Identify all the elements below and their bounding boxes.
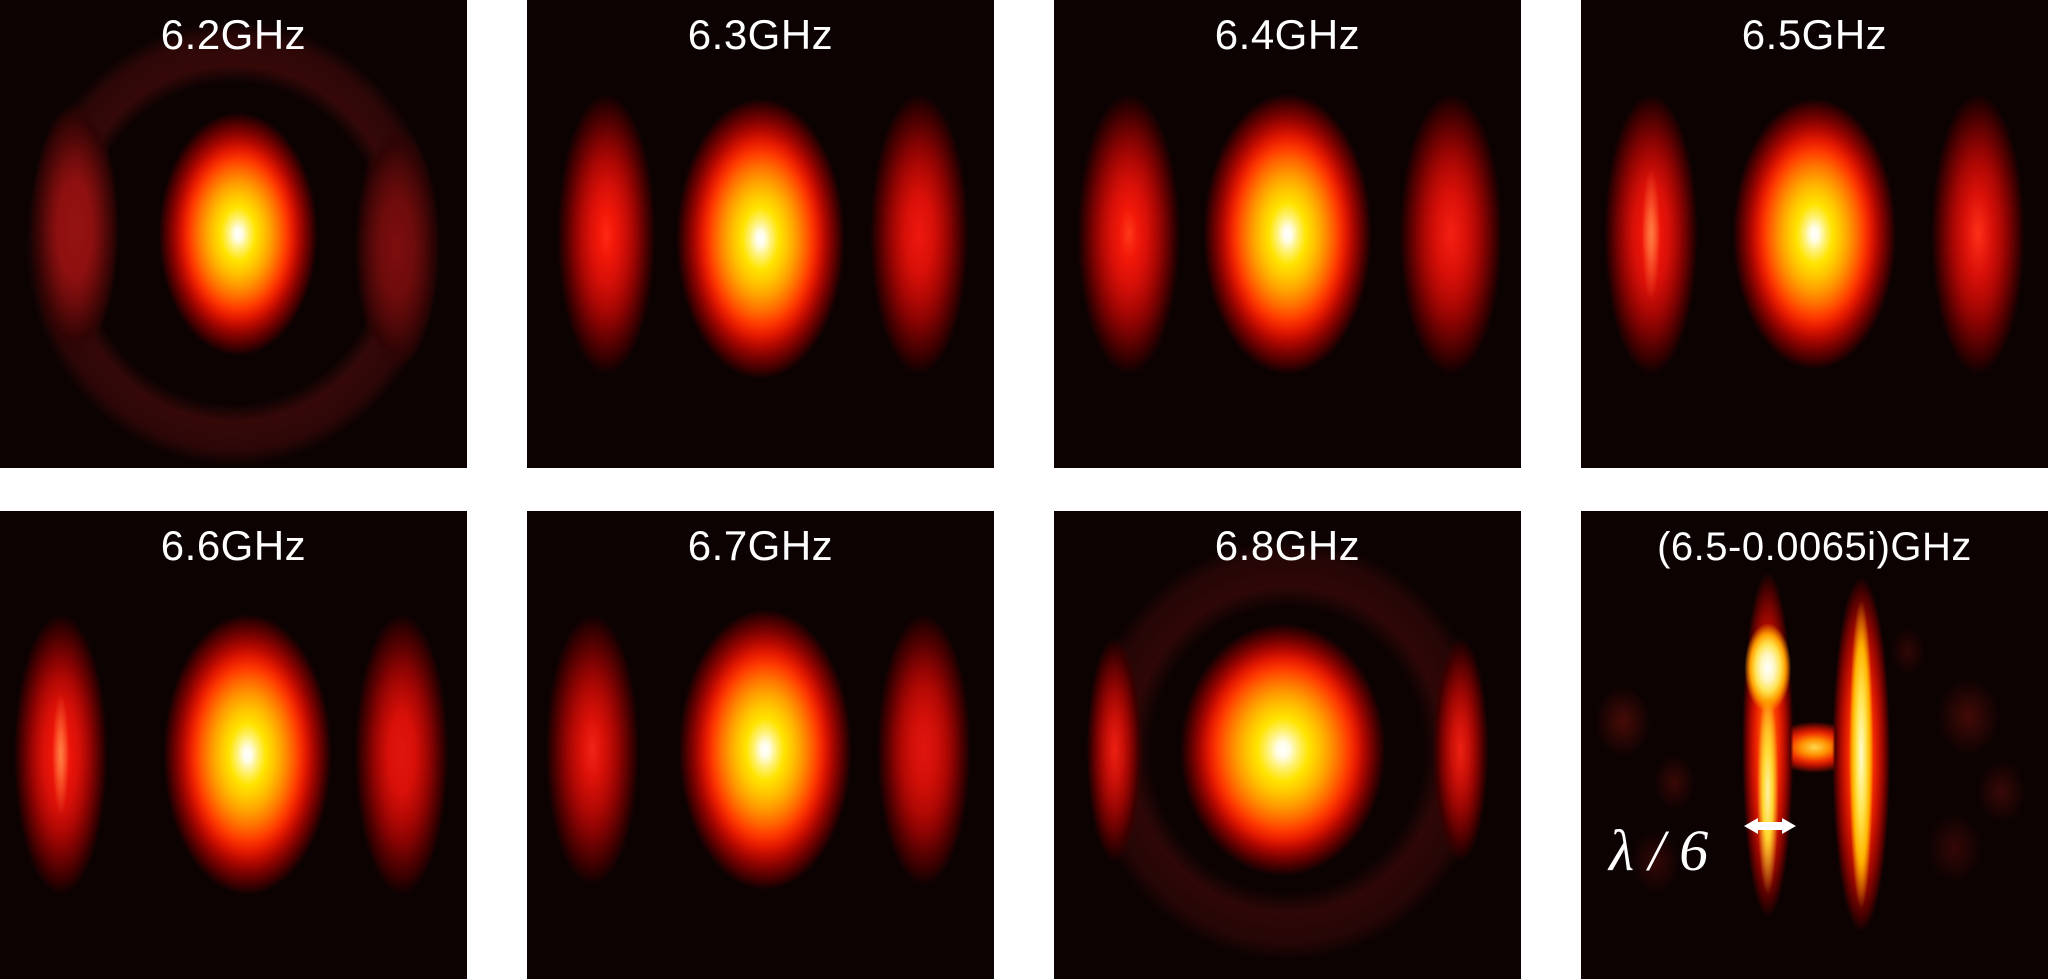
panel-frequency-label: 6.5GHz: [1741, 11, 1888, 58]
heatmap-panel-complex-frequency: (6.5-0.0065i)GHz λ / 6: [1581, 511, 2048, 979]
double-arrow-icon: [1743, 818, 1796, 835]
heatmap-field: [1581, 0, 2048, 468]
heatmap-panel-6-3ghz: 6.3GHz: [527, 0, 994, 468]
panel-frequency-label: 6.4GHz: [1214, 11, 1361, 58]
lambda-over-six-label: λ / 6: [1609, 818, 1709, 884]
panel-frequency-label: 6.8GHz: [1214, 522, 1361, 569]
heatmap-panel-6-6ghz: 6.6GHz: [0, 511, 467, 979]
heatmap-field: [527, 0, 994, 468]
panel-frequency-label: 6.7GHz: [687, 522, 834, 569]
heatmap-panel-6-7ghz: 6.7GHz: [527, 511, 994, 979]
heatmap-field-h-pattern: [1581, 511, 2048, 979]
heatmap-panel-6-2ghz: 6.2GHz: [0, 0, 467, 468]
heatmap-panel-6-8ghz: 6.8GHz: [1054, 511, 1521, 979]
heatmap-panel-6-5ghz: 6.5GHz: [1581, 0, 2048, 468]
panel-frequency-label: 6.2GHz: [160, 11, 307, 58]
heatmap-field: [1054, 511, 1521, 979]
panel-frequency-label: 6.6GHz: [160, 522, 307, 569]
heatmap-field: [0, 0, 467, 468]
heatmap-field: [527, 511, 994, 979]
panel-frequency-label: (6.5-0.0065i)GHz: [1657, 525, 1972, 569]
heatmap-panel-6-4ghz: 6.4GHz: [1054, 0, 1521, 468]
heatmap-field: [0, 511, 467, 979]
panel-frequency-label: 6.3GHz: [687, 11, 834, 58]
heatmap-field: [1054, 0, 1521, 468]
